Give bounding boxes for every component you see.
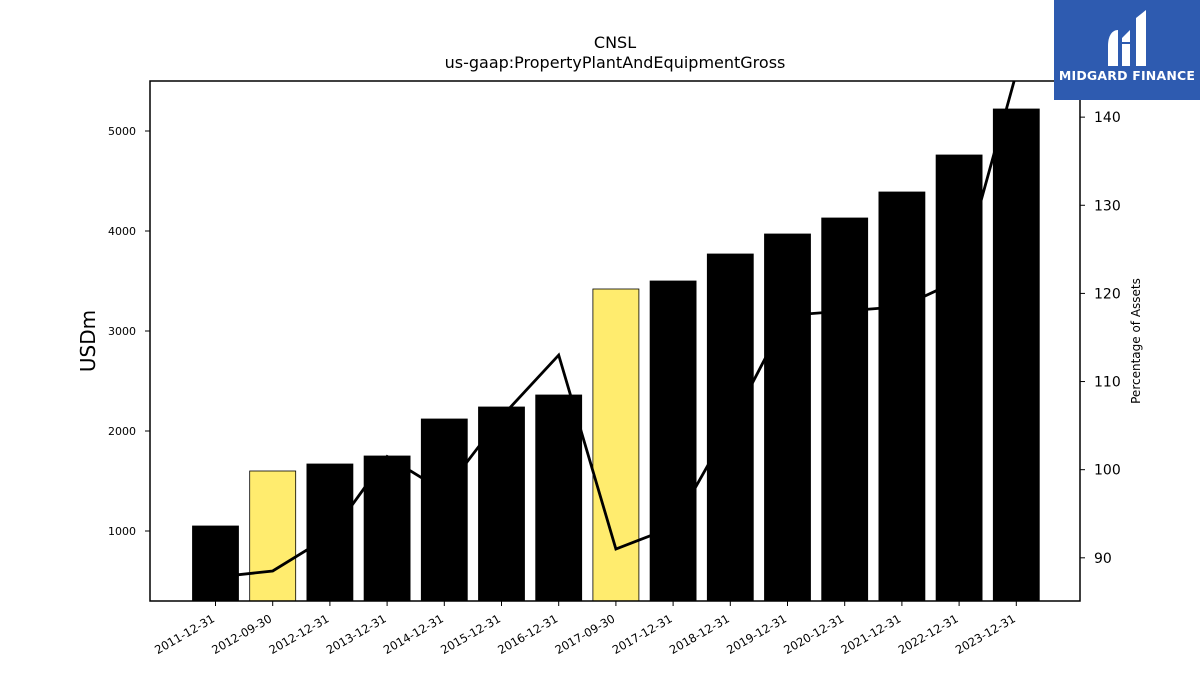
x-axis: 2011-12-312012-09-302012-12-312013-12-31…: [152, 601, 1018, 657]
x-tick-label: 2020-12-31: [781, 611, 846, 657]
x-tick-label: 2022-12-31: [896, 611, 961, 657]
line-group: [215, 81, 1016, 579]
bar-2014-12-31: [420, 418, 468, 602]
bar-2021-12-31: [878, 191, 926, 602]
bar-2013-12-31: [363, 455, 411, 602]
y-axis-left: 1000 2000 3000 4000 5000: [108, 125, 150, 538]
x-tick-label: 2011-12-31: [152, 611, 217, 657]
brand-logo: MIDGARD FINANCE: [1054, 0, 1200, 100]
bar-2012-09-30: [249, 470, 297, 602]
x-tick-label: 2019-12-31: [724, 611, 789, 657]
x-tick-label: 2015-12-31: [438, 611, 503, 657]
y2-tick-label: 110: [1094, 375, 1121, 391]
bar-2012-12-31: [306, 463, 354, 602]
bar-2015-12-31: [478, 406, 525, 602]
x-tick-label: 2016-12-31: [495, 611, 560, 657]
brand-mark-icon: [1108, 10, 1146, 66]
brand-name: MIDGARD FINANCE: [1058, 68, 1196, 83]
bar-2017-12-31: [649, 280, 697, 602]
y-tick-label: 3000: [108, 325, 136, 338]
x-tick-label: 2014-12-31: [381, 611, 446, 657]
y-tick-label: 5000: [108, 125, 136, 138]
x-tick-label: 2012-09-30: [209, 611, 274, 657]
y-tick-label: 2000: [108, 425, 136, 438]
chart-subtitle: us-gaap:PropertyPlantAndEquipmentGross: [445, 53, 786, 72]
y2-axis-label: Percentage of Assets: [1129, 278, 1143, 404]
bar-group: [192, 108, 1040, 602]
x-tick-label: 2012-12-31: [267, 611, 332, 657]
plot-frame: [149, 80, 1081, 602]
y2-tick-label: 140: [1094, 110, 1121, 126]
bar-2017-09-30: [592, 288, 640, 602]
y-axis-right: 90 100 110 120 130 140: [1080, 110, 1121, 567]
bar-2011-12-31: [192, 525, 239, 602]
x-tick-label: 2013-12-31: [324, 611, 389, 657]
y2-tick-label: 100: [1094, 463, 1121, 479]
x-tick-label: 2017-12-31: [610, 611, 675, 657]
x-tick-label: 2023-12-31: [953, 611, 1018, 657]
y-axis-label: USDm: [76, 310, 100, 372]
bar-2020-12-31: [821, 217, 869, 602]
chart-title: CNSL: [594, 33, 636, 52]
bar-2023-12-31: [992, 108, 1040, 602]
y-tick-label: 1000: [108, 525, 136, 538]
bar-2019-12-31: [764, 233, 811, 602]
line-percentage-of-assets: [215, 81, 1016, 579]
y2-tick-label: 130: [1094, 198, 1121, 214]
y2-tick-label: 120: [1094, 286, 1121, 302]
y-tick-label: 4000: [108, 225, 136, 238]
y2-tick-label: 90: [1094, 551, 1112, 567]
x-tick-label: 2017-09-30: [553, 611, 618, 657]
bar-2016-12-31: [535, 394, 583, 602]
x-tick-label: 2018-12-31: [667, 611, 732, 657]
x-tick-label: 2021-12-31: [839, 611, 904, 657]
